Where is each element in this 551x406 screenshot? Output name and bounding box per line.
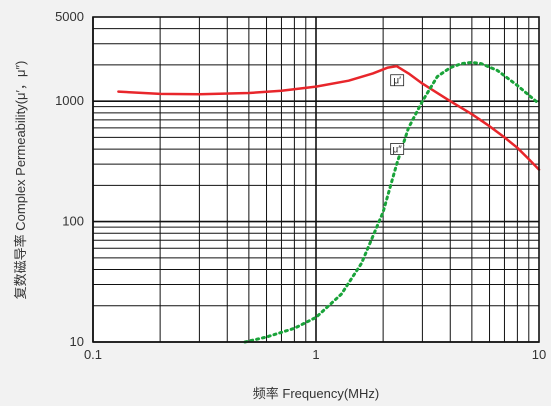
y-tick-label: 100 — [62, 214, 84, 229]
tick-labels: 0.1 1 10 10 100 1000 5000 — [55, 9, 546, 362]
plot-frame — [92, 16, 540, 343]
x-axis-label: 频率 Frequency(MHz) — [253, 386, 379, 401]
y-tick-label: 5000 — [55, 9, 84, 24]
x-tick-label: 0.1 — [84, 347, 102, 362]
curve-label-text: μ′ — [393, 76, 401, 87]
x-tick-label: 10 — [532, 347, 546, 362]
series-line-2 — [243, 60, 541, 344]
series-line-1 — [117, 64, 541, 171]
curve-label-box — [390, 143, 405, 155]
curve-label-text: μ″ — [393, 144, 403, 155]
y-axis-label: 复数磁导率 Complex Permeability(μ′，μ″) — [13, 61, 28, 300]
series-layer — [117, 60, 541, 344]
curve-label-box — [390, 74, 405, 87]
curve-label-2: μ″ — [390, 143, 405, 155]
y-tick-label: 1000 — [55, 93, 84, 108]
x-tick-label: 1 — [312, 347, 319, 362]
y-tick-label: 10 — [70, 334, 84, 349]
curve-labels: μ′ μ″ — [390, 74, 405, 155]
curve-label-1: μ′ — [390, 74, 405, 87]
